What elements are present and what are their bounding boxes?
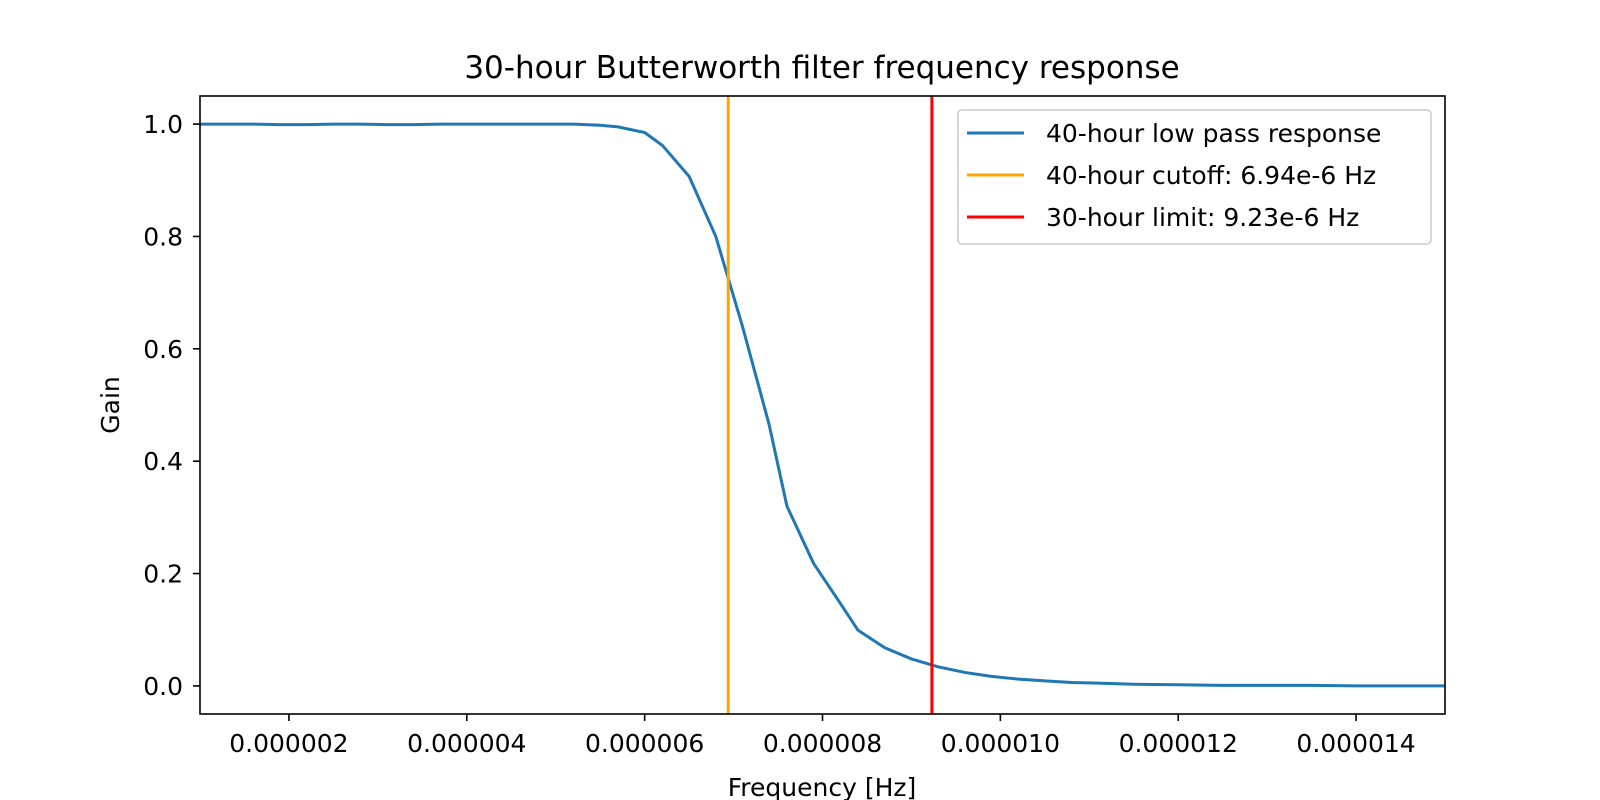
x-tick-label: 0.000012 xyxy=(1119,729,1238,758)
x-axis-label: Frequency [Hz] xyxy=(728,773,917,800)
legend-label-0: 40-hour low pass response xyxy=(1046,119,1381,148)
x-tick-label: 0.000006 xyxy=(585,729,704,758)
series-layer xyxy=(200,96,1445,714)
y-tick-label: 0.2 xyxy=(143,560,183,589)
legend: 40-hour low pass response 40-hour cutoff:… xyxy=(957,109,1432,245)
x-tick-label: 0.000002 xyxy=(229,729,348,758)
x-tick-label: 0.000014 xyxy=(1296,729,1415,758)
y-tick-label: 0.8 xyxy=(143,222,183,251)
y-tick-label: 1.0 xyxy=(143,110,183,139)
legend-label-2: 30-hour limit: 9.23e-6 Hz xyxy=(1046,203,1359,232)
y-tick-label: 0.6 xyxy=(143,335,183,364)
series-0-line xyxy=(200,122,1445,688)
chart-title: 30-hour Butterworth filter frequency res… xyxy=(464,50,1179,86)
y-axis-label: Gain xyxy=(96,376,125,433)
legend-label-1: 40-hour cutoff: 6.94e-6 Hz xyxy=(1046,161,1376,190)
x-tick-label: 0.000004 xyxy=(407,729,526,758)
x-tick-label: 0.000008 xyxy=(763,729,882,758)
x-tick-label: 0.000010 xyxy=(941,729,1060,758)
legend-box xyxy=(957,109,1432,245)
y-tick-label: 0.0 xyxy=(143,672,183,701)
ticks-layer: 0.000002 0.000004 0.000006 0.000008 0.000010… xyxy=(143,110,1415,758)
y-tick-label: 0.4 xyxy=(143,447,183,476)
